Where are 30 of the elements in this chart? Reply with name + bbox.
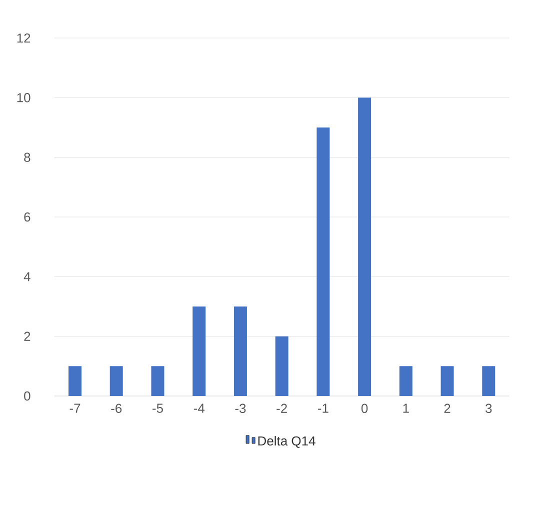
bar: [110, 366, 123, 396]
bar: [151, 366, 164, 396]
legend-label: Delta Q14: [258, 436, 316, 448]
y-tick-label: 10: [17, 93, 30, 102]
bar: [234, 306, 247, 396]
x-tick-label: -4: [194, 404, 204, 413]
x-tick-label: 2: [444, 404, 450, 413]
y-tick-label: 0: [24, 391, 30, 401]
x-tick-label: 3: [486, 404, 492, 414]
x-tick-label: -7: [70, 404, 80, 413]
bar: [358, 98, 372, 396]
x-tick-label: -5: [152, 404, 163, 413]
bar: [68, 366, 82, 396]
bar: [482, 366, 496, 396]
bar: [275, 336, 288, 396]
x-tick-label: -6: [111, 404, 122, 414]
bar: [192, 306, 206, 396]
x-tick-label: 1: [403, 404, 409, 413]
x-tick-label: 0: [361, 404, 368, 414]
y-tick-label: 8: [24, 152, 30, 162]
bar: [316, 128, 330, 396]
bar: [440, 366, 454, 396]
x-tick-label: -3: [235, 404, 246, 414]
y-tick-label: 2: [24, 332, 30, 341]
bar: [399, 366, 412, 396]
x-tick-label: -1: [318, 404, 328, 413]
y-tick-label: 12: [17, 33, 30, 43]
y-tick-label: 6: [24, 212, 30, 222]
x-tick-label: -2: [276, 404, 287, 413]
y-tick-label: 4: [24, 272, 30, 282]
